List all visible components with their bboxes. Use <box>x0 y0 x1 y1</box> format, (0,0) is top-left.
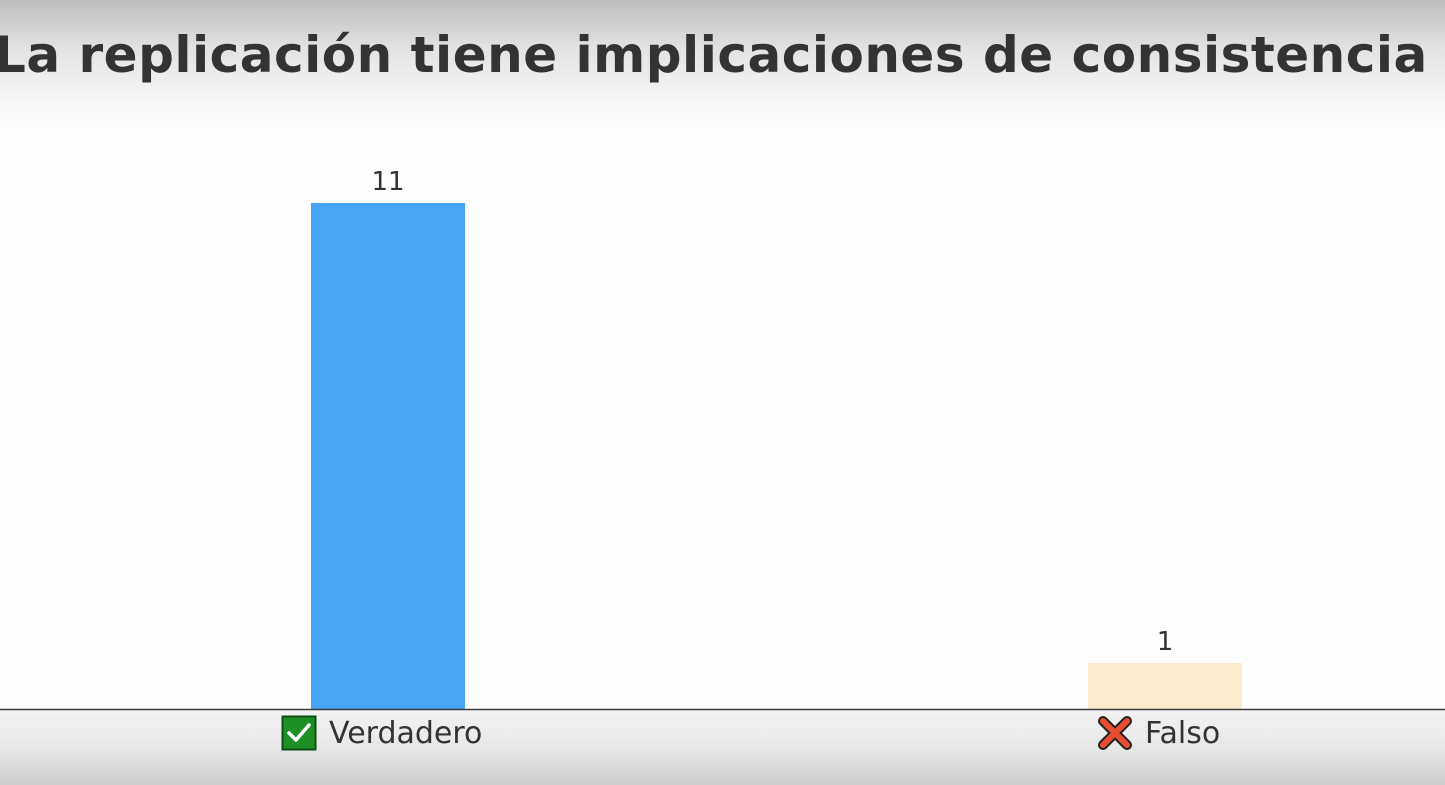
check-box-icon <box>281 715 317 751</box>
data-label-falso: 1 <box>1157 627 1174 657</box>
bar-verdadero <box>311 203 465 709</box>
category-label-verdadero: Verdadero <box>281 713 482 753</box>
category-text: Verdadero <box>329 715 483 751</box>
data-label-verdadero: 11 <box>371 167 404 197</box>
page-title: La replicación tiene implicaciones de co… <box>0 26 1428 84</box>
category-text: Falso <box>1145 715 1221 751</box>
category-label-falso: Falso <box>1097 713 1220 753</box>
title-background <box>0 0 1445 135</box>
bar-falso <box>1088 663 1242 709</box>
axis-label-background <box>0 709 1445 785</box>
cross-mark-icon <box>1097 715 1133 751</box>
